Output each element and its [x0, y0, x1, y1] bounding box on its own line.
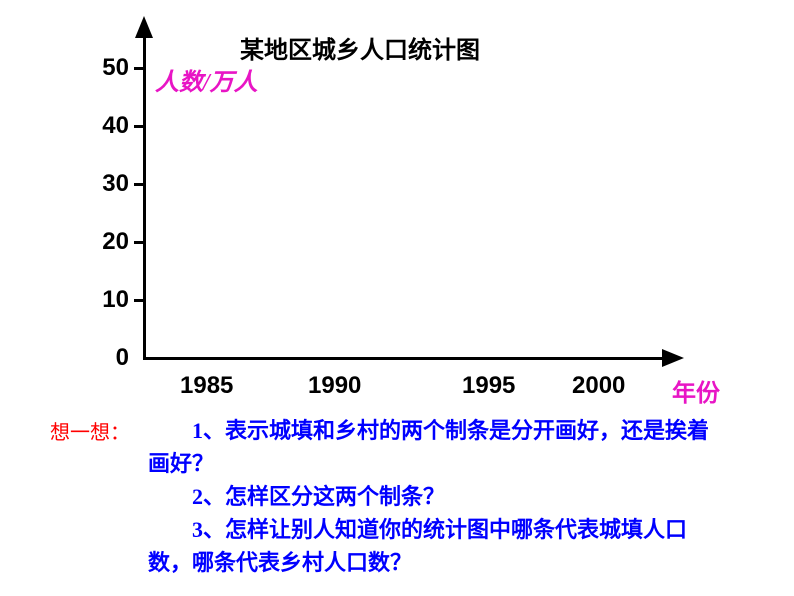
x-tick-label: 2000	[572, 372, 625, 400]
y-axis-label: 人数/万人	[155, 62, 258, 97]
x-tick-label: 1985	[180, 372, 233, 400]
y-tick-label: 20	[89, 228, 129, 256]
chart-title: 某地区城乡人口统计图	[240, 30, 480, 65]
x-axis-label: 年份	[672, 373, 720, 408]
question-line: 2、怎样区分这两个制条？	[148, 480, 718, 513]
y-tick	[134, 241, 144, 244]
x-axis-line	[143, 357, 667, 360]
y-axis-line	[143, 32, 146, 360]
y-tick	[134, 125, 144, 128]
y-axis-arrow	[135, 16, 153, 38]
x-tick-label: 1990	[308, 372, 361, 400]
question-line: 1、表示城填和乡村的两个制条是分开画好，还是挨着画好？	[148, 414, 718, 480]
y-tick	[134, 67, 144, 70]
y-tick-label: 10	[89, 286, 129, 314]
questions-block: 1、表示城填和乡村的两个制条是分开画好，还是挨着画好？ 2、怎样区分这两个制条？…	[148, 414, 718, 579]
question-line: 3、怎样让别人知道你的统计图中哪条代表城填人口数，哪条代表乡村人口数？	[148, 513, 718, 579]
y-tick	[134, 183, 144, 186]
y-tick-label: 30	[89, 170, 129, 198]
y-tick	[134, 299, 144, 302]
think-label: 想一想：	[50, 416, 130, 445]
y-tick-label: 40	[89, 112, 129, 140]
x-tick-label: 1995	[462, 372, 515, 400]
y-tick-label: 50	[89, 54, 129, 82]
x-axis-arrow	[662, 349, 684, 367]
y-tick-label: 0	[89, 344, 129, 372]
